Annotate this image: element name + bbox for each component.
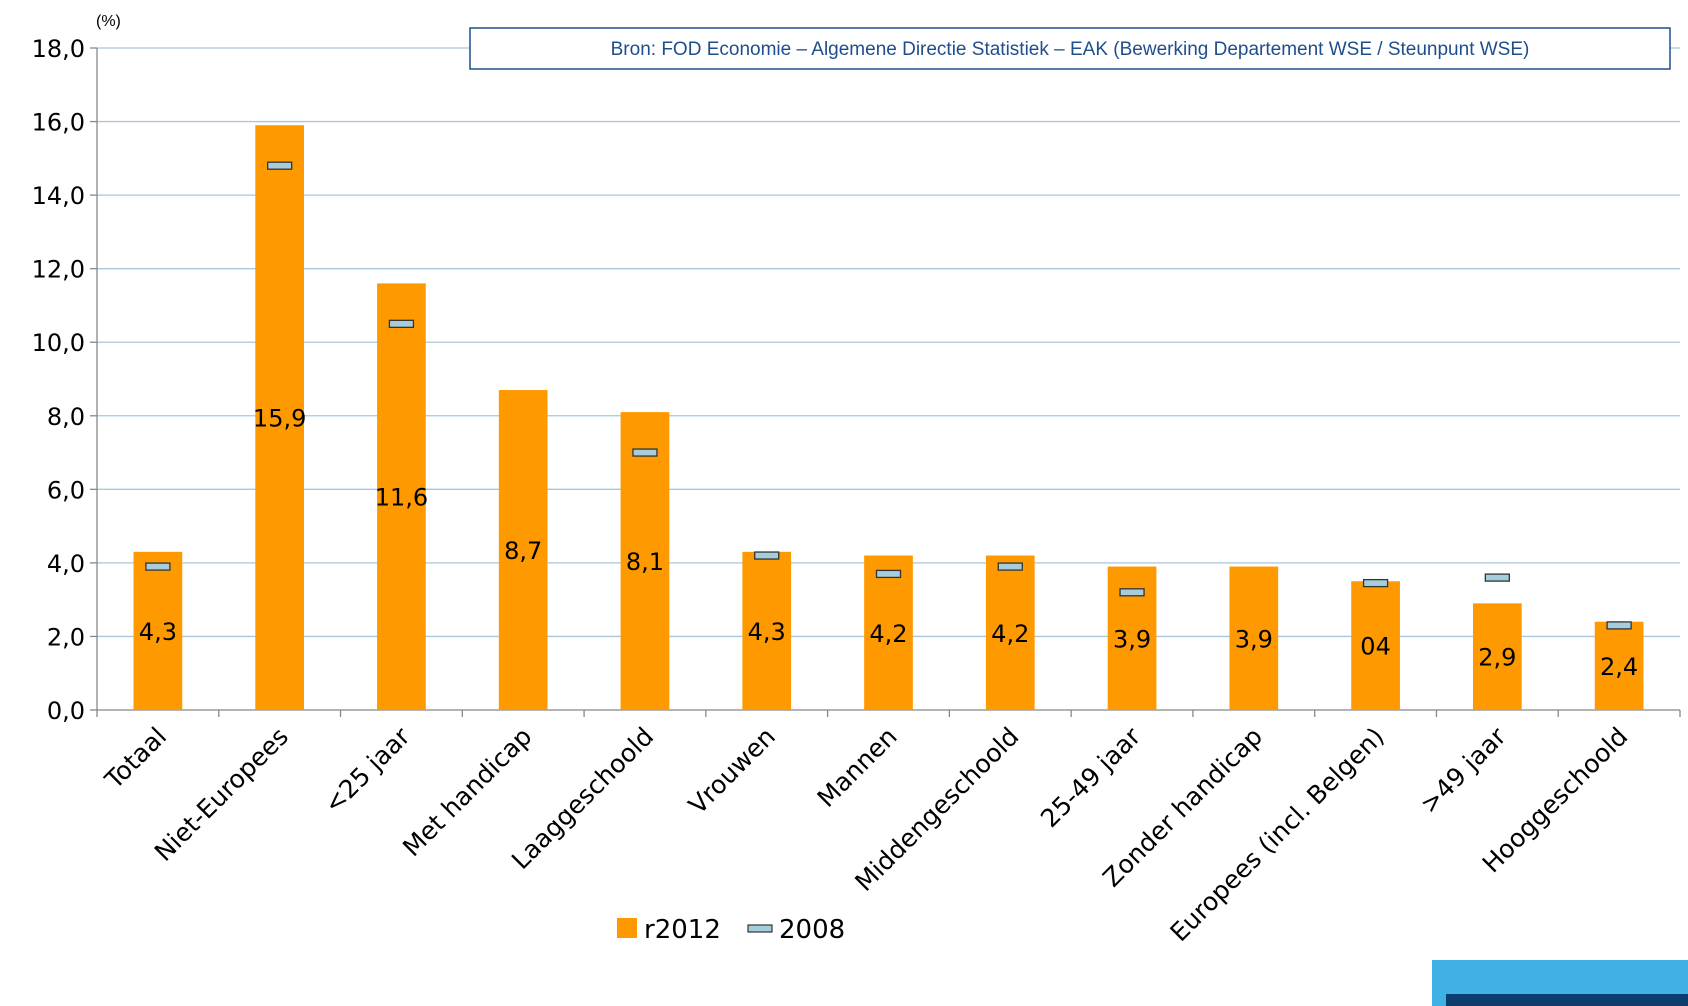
data-label-49-jaar: 2,9 bbox=[1478, 644, 1516, 672]
bar-25-jaar bbox=[377, 283, 426, 710]
y-tick-label: 18,0 bbox=[32, 35, 85, 63]
bar-mannen bbox=[864, 555, 913, 710]
y-tick-label: 6,0 bbox=[47, 476, 85, 504]
marker-2008-laaggeschoold bbox=[632, 448, 658, 457]
marker-2008-mannen bbox=[875, 569, 902, 579]
data-label-vrouwen: 4,3 bbox=[748, 618, 786, 646]
marker-2008-niet-europees bbox=[267, 161, 293, 170]
legend-label-r2012: r2012 bbox=[644, 915, 721, 945]
legend-label-2008: 2008 bbox=[779, 915, 845, 945]
category-label-vrouwen: Vrouwen bbox=[683, 722, 781, 820]
corner-decoration bbox=[1432, 960, 1688, 1006]
category-label-totaal: Totaal bbox=[99, 722, 172, 795]
bar-niet-europees bbox=[255, 125, 305, 710]
y-tick-label: 2,0 bbox=[47, 623, 85, 651]
bar-hooggeschoold bbox=[1594, 621, 1644, 710]
data-label-25-49-jaar: 3,9 bbox=[1113, 625, 1151, 653]
data-label-laaggeschoold: 8,1 bbox=[626, 548, 664, 576]
bars bbox=[133, 125, 1644, 710]
y-tick-label: 8,0 bbox=[47, 403, 85, 431]
bar-laaggeschoold bbox=[620, 412, 670, 710]
y-tick-label: 4,0 bbox=[47, 550, 85, 578]
bar-vrouwen bbox=[742, 551, 792, 710]
bar-europees-incl-belgen bbox=[1351, 581, 1400, 710]
y-tick-label: 16,0 bbox=[32, 109, 85, 137]
marker-2008-49-jaar bbox=[1484, 573, 1510, 582]
gridlines bbox=[97, 47, 1680, 638]
y-tick-label: 12,0 bbox=[32, 256, 85, 284]
data-label-middengeschoold: 4,2 bbox=[991, 620, 1029, 648]
data-label-25-jaar: 11,6 bbox=[375, 484, 428, 512]
legend: r2012 2008 bbox=[617, 915, 845, 945]
bar-middengeschoold bbox=[985, 555, 1035, 710]
data-label-met-handicap: 8,7 bbox=[504, 537, 542, 565]
y-tick-label: 10,0 bbox=[32, 329, 85, 357]
marker-2008-25-49-jaar bbox=[1119, 588, 1145, 597]
source-box-frame bbox=[469, 27, 1671, 70]
category-label-25-jaar: <25 jaar bbox=[318, 721, 416, 819]
y-tick-label: 0,0 bbox=[47, 697, 85, 725]
marker-2008-hooggeschoold bbox=[1606, 621, 1632, 630]
marker-2008-europees-incl-belgen bbox=[1362, 578, 1389, 588]
category-label-europees-incl-belgen: Europees (incl. Belgen) bbox=[1164, 722, 1389, 947]
y-axis-unit-label: (%) bbox=[96, 13, 121, 30]
marker-2008-vrouwen bbox=[754, 551, 780, 560]
data-label-europees-incl-belgen: 04 bbox=[1360, 633, 1391, 661]
category-label-49-jaar: >49 jaar bbox=[1414, 721, 1512, 819]
data-label-totaal: 4,3 bbox=[139, 618, 177, 646]
bar-met-handicap bbox=[498, 390, 548, 710]
corner-band-dark bbox=[1446, 994, 1688, 1006]
marker-2008-25-jaar bbox=[388, 319, 415, 328]
y-tick-label: 14,0 bbox=[32, 182, 85, 210]
data-label-hooggeschoold: 2,4 bbox=[1600, 653, 1638, 681]
category-label-met-handicap: Met handicap bbox=[397, 722, 537, 862]
bar-zonder-handicap bbox=[1229, 566, 1279, 710]
marker-2008-totaal bbox=[145, 562, 171, 571]
data-label-mannen: 4,2 bbox=[869, 620, 907, 648]
data-labels: 4,3 15,9 11,6 8,7 8,1 4,3 4,2 4,2 3,9 3,9 04 2,9 2,4 bbox=[139, 405, 1638, 681]
legend-swatch-r2012 bbox=[617, 918, 637, 938]
legend-swatch-2008 bbox=[747, 924, 773, 933]
category-label-mannen: Mannen bbox=[812, 722, 903, 813]
source-text: Bron: FOD Economie – Algemene Directie S… bbox=[611, 39, 1530, 60]
marker-2008-middengeschoold bbox=[997, 562, 1023, 571]
category-label-25-49-jaar: 25-49 jaar bbox=[1035, 721, 1147, 833]
source-box: Bron: FOD Economie – Algemene Directie S… bbox=[469, 27, 1671, 70]
markers-2008 bbox=[145, 161, 1632, 630]
data-label-niet-europees: 15,9 bbox=[253, 405, 306, 433]
bar-49-jaar bbox=[1472, 603, 1522, 710]
bar-totaal bbox=[133, 551, 183, 710]
data-label-zonder-handicap: 3,9 bbox=[1235, 625, 1273, 653]
